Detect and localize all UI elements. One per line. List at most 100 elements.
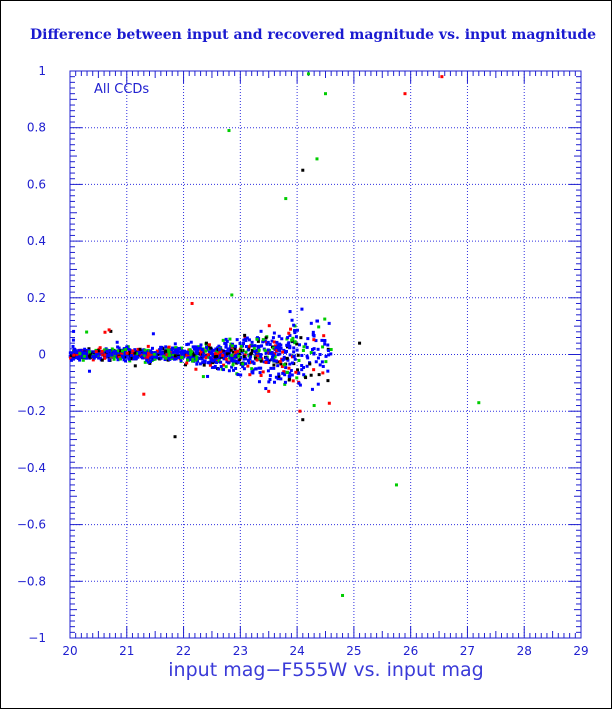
y-tick-label: −1: [28, 631, 46, 645]
data-point: [285, 370, 289, 374]
data-point: [112, 356, 116, 360]
data-point: [96, 354, 100, 358]
data-point: [219, 350, 223, 354]
data-point: [211, 359, 215, 363]
data-point: [276, 364, 280, 368]
data-point: [300, 368, 304, 372]
data-point: [97, 347, 101, 351]
data-point: [78, 352, 82, 356]
data-points: [68, 72, 481, 597]
data-point: [195, 362, 199, 366]
data-point: [271, 353, 275, 357]
data-point: [147, 358, 151, 362]
data-point: [215, 361, 219, 365]
data-point: [288, 346, 292, 350]
data-point: [229, 348, 233, 352]
data-point: [309, 351, 313, 355]
data-point: [309, 373, 313, 377]
data-point: [304, 342, 308, 346]
data-point: [305, 345, 309, 349]
data-point: [92, 356, 96, 360]
data-point: [264, 360, 268, 364]
data-point: [267, 324, 271, 328]
data-point: [288, 371, 292, 375]
data-point: [305, 364, 309, 368]
data-point: [114, 355, 118, 359]
data-point: [254, 367, 258, 371]
data-point: [242, 354, 246, 358]
data-point: [293, 340, 297, 344]
data-point: [235, 338, 239, 342]
data-point: [173, 357, 177, 361]
data-point: [99, 352, 103, 356]
data-point: [198, 362, 202, 366]
data-point: [259, 355, 263, 359]
data-point: [253, 350, 257, 354]
data-point: [89, 352, 93, 356]
data-point: [266, 369, 270, 373]
data-point: [151, 332, 155, 336]
data-point: [204, 349, 208, 353]
data-point: [206, 374, 210, 378]
data-point: [287, 378, 291, 382]
chart-title: Difference between input and recovered m…: [30, 27, 596, 43]
data-point: [154, 353, 158, 357]
data-point: [224, 344, 228, 348]
data-point: [288, 353, 292, 357]
data-point: [230, 344, 234, 348]
data-point: [297, 381, 301, 385]
data-point: [256, 339, 260, 343]
outlier-point: [284, 197, 288, 201]
data-point: [249, 354, 253, 358]
data-point: [189, 351, 193, 355]
data-point: [150, 350, 154, 354]
data-point: [201, 375, 205, 379]
data-point: [250, 367, 254, 371]
y-tick-label: 0.6: [27, 177, 46, 191]
data-point: [289, 368, 293, 372]
data-point: [268, 374, 272, 378]
data-point: [184, 363, 188, 367]
data-point: [223, 353, 227, 357]
data-point: [280, 337, 284, 341]
data-point: [134, 354, 138, 358]
data-point: [258, 357, 262, 361]
x-tick-label: 21: [119, 644, 134, 658]
data-point: [155, 355, 159, 359]
outlier-point: [477, 401, 481, 405]
data-point: [216, 353, 220, 357]
data-point: [230, 365, 234, 369]
data-point: [305, 354, 309, 358]
data-point: [161, 351, 165, 355]
data-point: [196, 348, 200, 352]
data-point: [265, 342, 269, 346]
data-point: [152, 353, 156, 357]
data-point: [224, 341, 228, 345]
tick-marks: [69, 70, 582, 639]
data-point: [232, 368, 236, 372]
data-point: [277, 343, 281, 347]
data-point: [299, 336, 303, 340]
data-point: [94, 350, 98, 354]
outlier-point: [440, 75, 444, 79]
data-point: [264, 336, 268, 340]
data-point: [258, 371, 262, 375]
grid-lines: [70, 71, 581, 638]
data-point: [306, 337, 310, 341]
data-point: [252, 346, 256, 350]
data-point: [271, 336, 275, 340]
data-point: [257, 380, 261, 384]
data-point: [158, 351, 162, 355]
data-point: [261, 340, 265, 344]
data-point: [206, 353, 210, 357]
y-tick-label: −0.2: [17, 404, 46, 418]
data-point: [265, 350, 269, 354]
data-point: [277, 348, 281, 352]
data-point: [292, 323, 296, 327]
data-point: [238, 358, 242, 362]
data-point: [148, 356, 152, 360]
data-point: [302, 345, 306, 349]
data-point: [164, 345, 168, 349]
data-point: [302, 366, 306, 370]
